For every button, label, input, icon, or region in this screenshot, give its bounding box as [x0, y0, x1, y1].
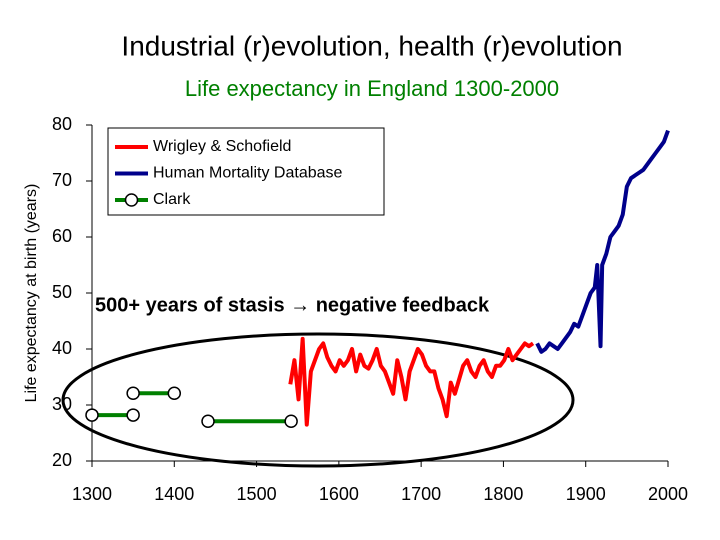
x-tick-label: 1400	[154, 484, 194, 504]
x-tick-label: 1900	[566, 484, 606, 504]
legend-label: Wrigley & Schofield	[153, 138, 291, 155]
series-line	[535, 129, 670, 354]
point	[126, 408, 140, 422]
series-line	[92, 391, 292, 424]
x-tick-label: 1500	[237, 484, 277, 504]
x-tick-label: 2000	[648, 484, 688, 504]
point	[284, 414, 298, 428]
x-tick-label: 1800	[483, 484, 523, 504]
point	[85, 408, 99, 422]
y-tick-label: 70	[52, 170, 72, 190]
stasis-ellipse	[61, 332, 575, 468]
y-tick-label: 20	[52, 450, 72, 470]
y-axis-label: Life expectancy at birth (years)	[23, 184, 40, 403]
x-tick-label: 1600	[319, 484, 359, 504]
point	[167, 386, 182, 400]
y-tick-label: 30	[52, 394, 72, 414]
x-tick-label: 1700	[401, 484, 441, 504]
point	[126, 386, 140, 400]
y-tick-label: 60	[52, 226, 72, 246]
x-tick-label: 1300	[72, 484, 112, 504]
series-line	[288, 336, 535, 427]
legend-marker	[124, 193, 139, 207]
annotation: 500+ years of stasis → negative feedback	[95, 294, 490, 316]
point	[201, 414, 215, 428]
legend-label: Human Mortality Database	[153, 165, 343, 182]
y-tick-label: 50	[52, 282, 72, 302]
chart-title: Industrial (r)evolution, health (r)evolu…	[121, 30, 622, 61]
y-tick-label: 40	[52, 338, 72, 358]
legend-label: Clark	[153, 191, 191, 208]
legend-box	[107, 127, 385, 216]
chart-subtitle: Life expectancy in England 1300-2000	[185, 76, 559, 101]
y-tick-label: 80	[52, 114, 72, 134]
